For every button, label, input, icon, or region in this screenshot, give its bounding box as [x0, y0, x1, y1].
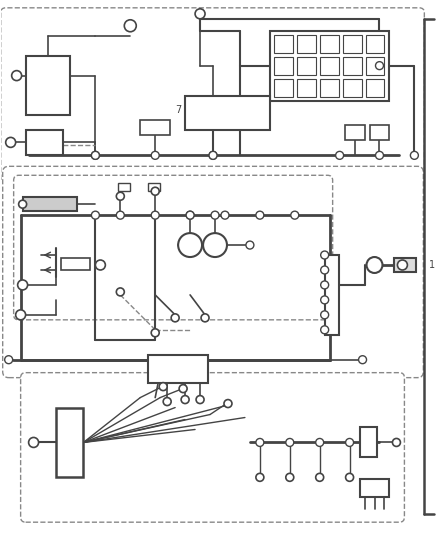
Circle shape: [335, 151, 343, 159]
Circle shape: [18, 280, 28, 290]
FancyBboxPatch shape: [14, 175, 332, 320]
Bar: [269, 31, 389, 101]
Bar: [296, 56, 315, 75]
Bar: [319, 35, 338, 53]
Circle shape: [16, 310, 25, 320]
Bar: [359, 479, 389, 497]
Bar: [324, 255, 338, 335]
Circle shape: [320, 266, 328, 274]
Circle shape: [320, 281, 328, 289]
Circle shape: [208, 151, 216, 159]
Bar: [140, 120, 170, 135]
Circle shape: [151, 151, 159, 159]
Circle shape: [320, 326, 328, 334]
Text: 1: 1: [428, 260, 434, 270]
Bar: [25, 55, 71, 116]
Bar: [273, 35, 292, 53]
Bar: [185, 95, 269, 131]
Circle shape: [320, 251, 328, 259]
Circle shape: [223, 400, 231, 408]
Circle shape: [194, 9, 205, 19]
Circle shape: [358, 356, 366, 364]
Circle shape: [410, 151, 417, 159]
FancyBboxPatch shape: [21, 373, 403, 522]
Circle shape: [181, 395, 189, 403]
Bar: [148, 183, 160, 191]
Circle shape: [95, 260, 105, 270]
Circle shape: [203, 233, 226, 257]
Bar: [296, 35, 315, 53]
Circle shape: [91, 151, 99, 159]
Circle shape: [116, 211, 124, 219]
Circle shape: [315, 439, 323, 447]
Text: 7: 7: [175, 106, 181, 116]
Circle shape: [171, 314, 179, 322]
Bar: [118, 183, 130, 191]
Bar: [25, 131, 64, 155]
Circle shape: [374, 62, 383, 70]
Circle shape: [255, 473, 263, 481]
Bar: [148, 355, 208, 383]
Circle shape: [6, 138, 16, 148]
Bar: [344, 125, 364, 140]
Bar: [369, 125, 389, 140]
Bar: [55, 408, 83, 478]
Circle shape: [159, 383, 167, 391]
Circle shape: [201, 314, 208, 322]
Circle shape: [28, 438, 39, 447]
Circle shape: [116, 192, 124, 200]
Circle shape: [151, 187, 159, 195]
Circle shape: [151, 211, 159, 219]
Circle shape: [366, 257, 381, 273]
Circle shape: [91, 151, 99, 159]
Circle shape: [245, 241, 253, 249]
Circle shape: [255, 211, 263, 219]
Circle shape: [320, 311, 328, 319]
Bar: [365, 78, 384, 96]
Bar: [319, 78, 338, 96]
Circle shape: [255, 439, 263, 447]
Bar: [342, 78, 361, 96]
Circle shape: [18, 200, 27, 208]
FancyBboxPatch shape: [1, 8, 424, 182]
Circle shape: [124, 20, 136, 32]
FancyBboxPatch shape: [3, 166, 422, 378]
Bar: [394, 258, 415, 272]
Bar: [359, 427, 377, 457]
Bar: [365, 35, 384, 53]
Circle shape: [392, 439, 399, 447]
Circle shape: [315, 473, 323, 481]
Circle shape: [396, 260, 406, 270]
Circle shape: [285, 473, 293, 481]
Circle shape: [290, 211, 298, 219]
Circle shape: [220, 211, 229, 219]
Circle shape: [178, 233, 201, 257]
Bar: [365, 56, 384, 75]
Bar: [319, 56, 338, 75]
Circle shape: [116, 288, 124, 296]
Circle shape: [320, 296, 328, 304]
Bar: [342, 35, 361, 53]
Circle shape: [211, 211, 219, 219]
Bar: [273, 56, 292, 75]
Circle shape: [12, 70, 21, 80]
Circle shape: [186, 211, 194, 219]
Bar: [60, 258, 90, 270]
Circle shape: [208, 151, 216, 159]
Bar: [342, 56, 361, 75]
Circle shape: [285, 439, 293, 447]
Circle shape: [345, 439, 353, 447]
Circle shape: [163, 398, 171, 406]
Bar: [273, 78, 292, 96]
Circle shape: [151, 329, 159, 337]
Bar: [23, 197, 77, 211]
Circle shape: [345, 473, 353, 481]
Circle shape: [91, 211, 99, 219]
Circle shape: [374, 151, 383, 159]
Bar: [296, 78, 315, 96]
Circle shape: [5, 356, 13, 364]
Circle shape: [196, 395, 204, 403]
Circle shape: [186, 211, 194, 219]
Circle shape: [179, 385, 187, 393]
